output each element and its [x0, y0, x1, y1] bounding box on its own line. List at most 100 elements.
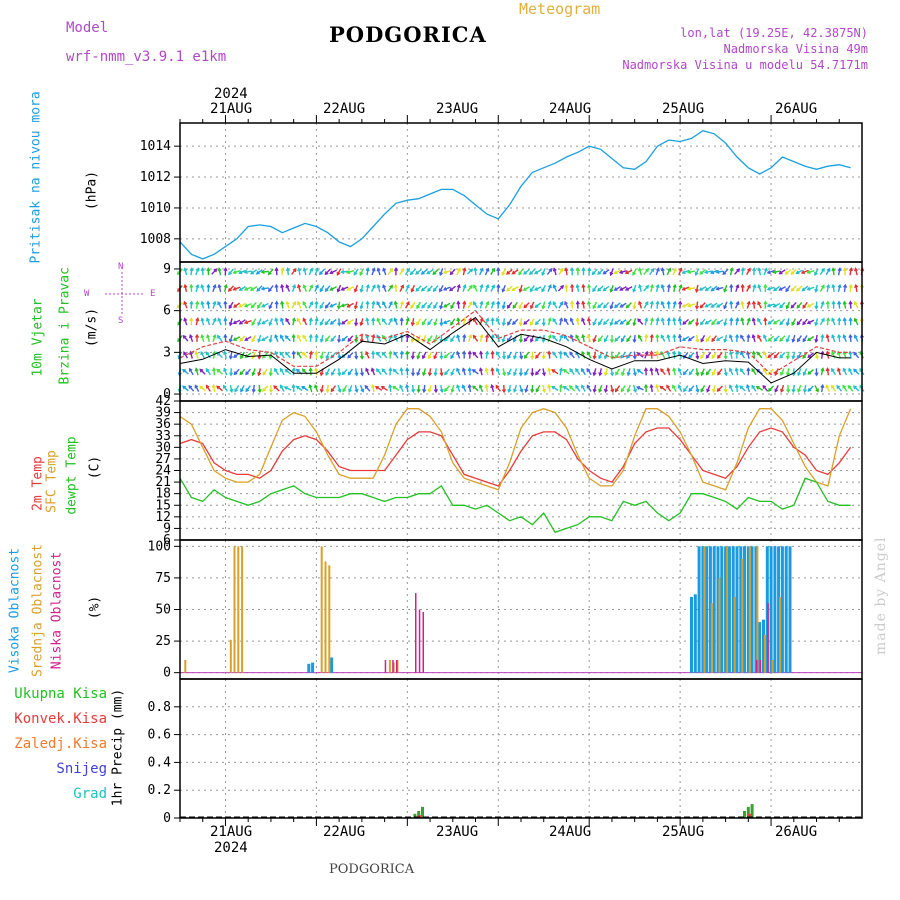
wind-arrow: [347, 286, 354, 291]
wind-arrow-head: [243, 320, 248, 325]
wind-arrow-head: [586, 384, 591, 389]
wind-arrow-head: [410, 372, 416, 377]
wind-arrow-head: [284, 351, 289, 356]
wind-arrow-head: [723, 389, 728, 394]
wind-arrow-head: [632, 372, 637, 377]
wind-arrow-head: [785, 355, 790, 360]
wind-arrow-head: [854, 283, 859, 288]
wind-arrow: [199, 385, 206, 392]
wind-arrow: [666, 268, 671, 276]
wind-arrow-head: [325, 371, 330, 376]
wind-arrow-head: [495, 334, 500, 339]
wind-arrow: [201, 318, 205, 326]
wind-arrow-head: [763, 334, 767, 339]
wind-arrow: [633, 351, 636, 359]
wind-arrow-head: [416, 355, 421, 360]
wind-arrow-head: [698, 287, 703, 291]
wind-arrow-head: [649, 300, 654, 305]
wind-arrow-head: [365, 317, 370, 322]
wind-arrow-head: [687, 337, 692, 342]
wind-arrow: [444, 368, 450, 375]
wind-arrow-head: [295, 368, 300, 373]
wind-arrow: [699, 286, 707, 291]
wind-arrow-head: [405, 284, 410, 289]
cloud-label-mid: Srednja Oblacnost: [30, 543, 46, 678]
wind-arrow: [319, 268, 326, 275]
wind-arrow-head: [388, 367, 393, 372]
wind-arrow: [519, 351, 523, 359]
wind-arrow-head: [443, 354, 448, 359]
wind-arrow-head: [644, 300, 649, 306]
wind-arrow-head: [370, 367, 375, 372]
wind-arrow: [838, 334, 841, 342]
wind-arrow: [525, 384, 529, 393]
wind-arrow: [415, 268, 422, 275]
wind-arrow-head: [456, 300, 461, 305]
temp-label-3: dewpt Temp: [64, 436, 80, 515]
wind-arrow: [444, 352, 451, 359]
wind-arrow: [285, 335, 291, 342]
wind-arrow: [773, 302, 781, 308]
wind-arrow-head: [199, 368, 204, 373]
wind-arrow-head: [471, 369, 476, 373]
wind-arrow-head: [274, 267, 279, 272]
wind-arrow-head: [700, 355, 704, 360]
wind-arrow-head: [257, 321, 262, 327]
wind-arrow-head: [632, 355, 637, 360]
wind-arrow-head: [820, 333, 825, 338]
wind-arrow: [405, 318, 409, 326]
wind-arrow-head: [637, 334, 642, 339]
wind-arrow-head: [245, 371, 249, 376]
ytick-label-cloud-4: 100: [148, 539, 171, 554]
wind-arrow: [581, 385, 586, 392]
wind-arrow-head: [814, 305, 819, 310]
cloud-high-bar-14: [731, 546, 735, 673]
wind-arrow-head: [767, 354, 772, 359]
wind-arrow-head: [558, 350, 563, 355]
cloud-high-bar-26: [777, 546, 781, 673]
wind-arrow-head: [262, 387, 266, 392]
wind-arrow-head: [739, 368, 744, 373]
wind-arrow: [479, 268, 484, 276]
wind-arrow-head: [371, 284, 376, 289]
wind-arrow-head: [802, 321, 807, 326]
day-top-3: 24AUG: [549, 101, 592, 117]
wind-arrow: [389, 368, 392, 376]
wind-arrow: [534, 302, 542, 308]
wind-arrow: [462, 368, 466, 376]
cloud-high-bar-25: [773, 546, 777, 673]
wind-arrow-head: [740, 300, 745, 305]
wind-arrow-head: [672, 300, 677, 305]
wind-arrow-head: [472, 334, 477, 339]
wind-arrow-head: [534, 337, 539, 342]
cloud-high-bar-24: [769, 546, 773, 673]
wind-arrow: [439, 284, 444, 292]
wind-arrow-head: [530, 305, 534, 310]
wind-arrow-head: [284, 335, 289, 340]
wind-arrow-head: [217, 283, 222, 288]
wind-arrow-head: [518, 305, 523, 310]
wind-arrow-head: [365, 267, 370, 272]
wind-arrow-head: [329, 303, 334, 308]
wind-arrow-head: [581, 267, 586, 272]
wind-arrow: [337, 384, 341, 393]
wind-arrow-head: [740, 351, 744, 356]
wind-arrow: [233, 270, 241, 274]
wind-arrow-head: [467, 367, 472, 372]
wind-arrow-head: [439, 372, 444, 377]
wind-arrow-head: [353, 305, 358, 310]
wind-arrow-head: [581, 384, 585, 389]
wind-arrow-head: [426, 270, 431, 275]
wind-arrow-head: [535, 354, 539, 359]
wind-arrow-head: [206, 300, 211, 305]
wind-arrow: [360, 301, 364, 309]
wind-arrow: [625, 286, 633, 291]
wind-arrow: [216, 368, 223, 375]
wind-arrow: [821, 351, 824, 359]
wind-arrow-head: [564, 267, 569, 272]
wind-arrow-head: [831, 267, 836, 272]
wind-arrow-head: [530, 372, 535, 377]
wind-arrow: [847, 385, 854, 392]
wind-arrow-head: [371, 350, 376, 355]
wind-arrow-head: [541, 372, 546, 377]
